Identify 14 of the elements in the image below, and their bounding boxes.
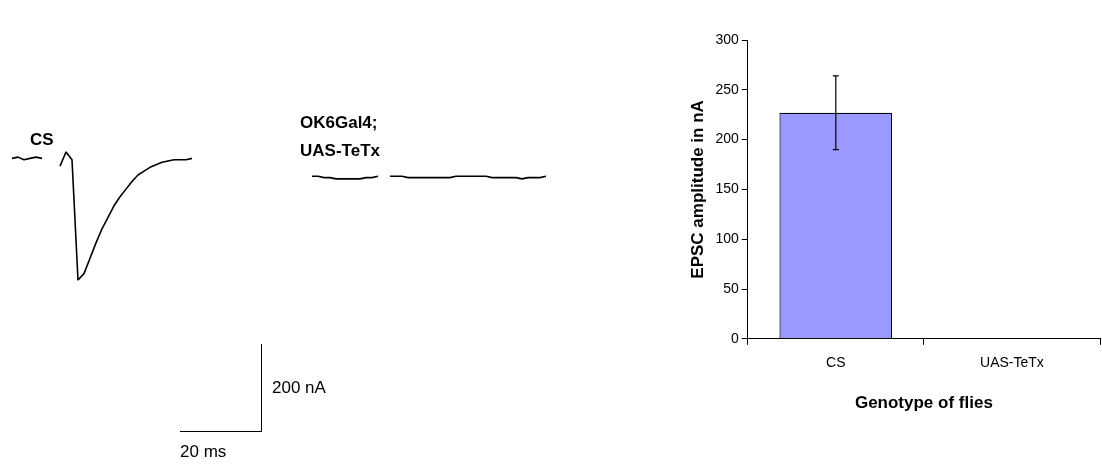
series-label: OK6Gal4; UAS-TeTx <box>300 112 381 160</box>
y-axis-title: EPSC amplitude in nA <box>687 100 707 279</box>
y-tick-label: 100 <box>715 230 739 247</box>
y-tick-label: 250 <box>715 80 739 97</box>
y-tick-label: 50 <box>723 279 739 296</box>
y-tick-label: 0 <box>730 329 739 346</box>
y-tick-label: 300 <box>715 30 739 47</box>
x-tick-label: UAS-TeTx <box>980 354 1044 371</box>
text: 200 nA <box>272 378 326 398</box>
text: 20 ms <box>180 442 227 462</box>
y-tick-label: 150 <box>715 180 739 197</box>
x-axis-title: Genotype of flies <box>854 393 993 413</box>
series-label: CS <box>30 130 54 150</box>
y-tick-label: 200 <box>715 130 739 147</box>
